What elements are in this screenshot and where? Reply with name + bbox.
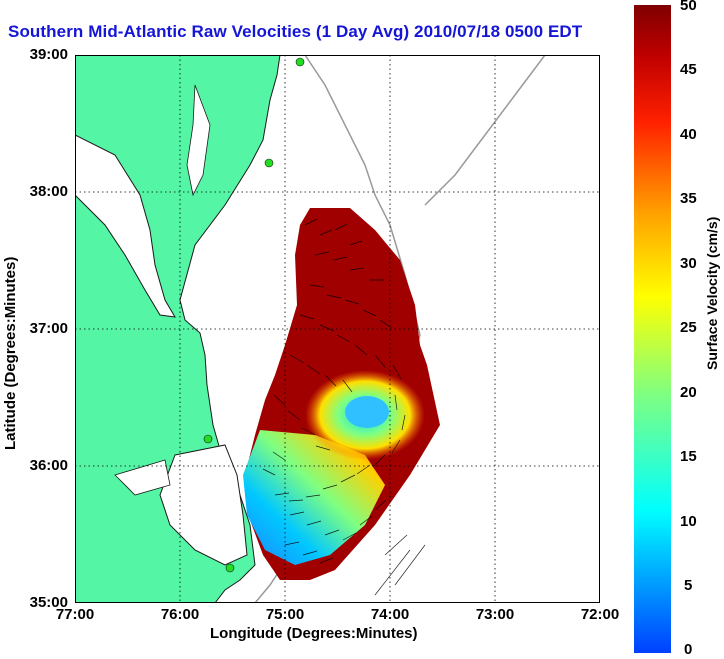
colorbar	[634, 5, 671, 653]
y-tick: 39:00	[29, 46, 68, 63]
colorbar-tick: 10	[680, 513, 697, 530]
radar-sites	[203, 57, 305, 573]
velocity-field	[243, 208, 440, 580]
colorbar-tick: 35	[680, 190, 697, 207]
x-axis-label: Longitude (Degrees:Minutes)	[210, 625, 418, 642]
colorbar-tick: 25	[680, 319, 697, 336]
x-tick: 72:00	[580, 606, 620, 623]
colorbar-tick: 20	[680, 384, 697, 401]
colorbar-tick: 15	[680, 448, 697, 465]
map-grid	[75, 55, 600, 603]
x-tick: 76:00	[160, 606, 200, 623]
colorbar-tick: 0	[684, 641, 693, 658]
colorbar-tick: 45	[680, 61, 697, 78]
colorbar-tick: 30	[680, 255, 697, 272]
y-tick: 38:00	[29, 183, 68, 200]
x-tick: 75:00	[265, 606, 305, 623]
x-tick: 74:00	[370, 606, 410, 623]
y-tick: 35:00	[29, 594, 68, 611]
map-title: Southern Mid-Atlantic Raw Velocities (1 …	[8, 22, 583, 41]
x-tick: 77:00	[55, 606, 95, 623]
map-plot	[75, 55, 600, 603]
y-tick: 37:00	[29, 320, 68, 337]
x-tick: 73:00	[475, 606, 515, 623]
colorbar-tick: 50	[680, 0, 697, 14]
colorbar-label: Surface Velocity (cm/s)	[704, 216, 720, 370]
y-axis-label: Latitude (Degrees:Minutes)	[2, 256, 19, 450]
velocity-vectors	[262, 218, 426, 596]
colorbar-tick: 5	[684, 577, 693, 594]
y-tick: 36:00	[29, 457, 68, 474]
colorbar-tick: 40	[680, 126, 697, 143]
